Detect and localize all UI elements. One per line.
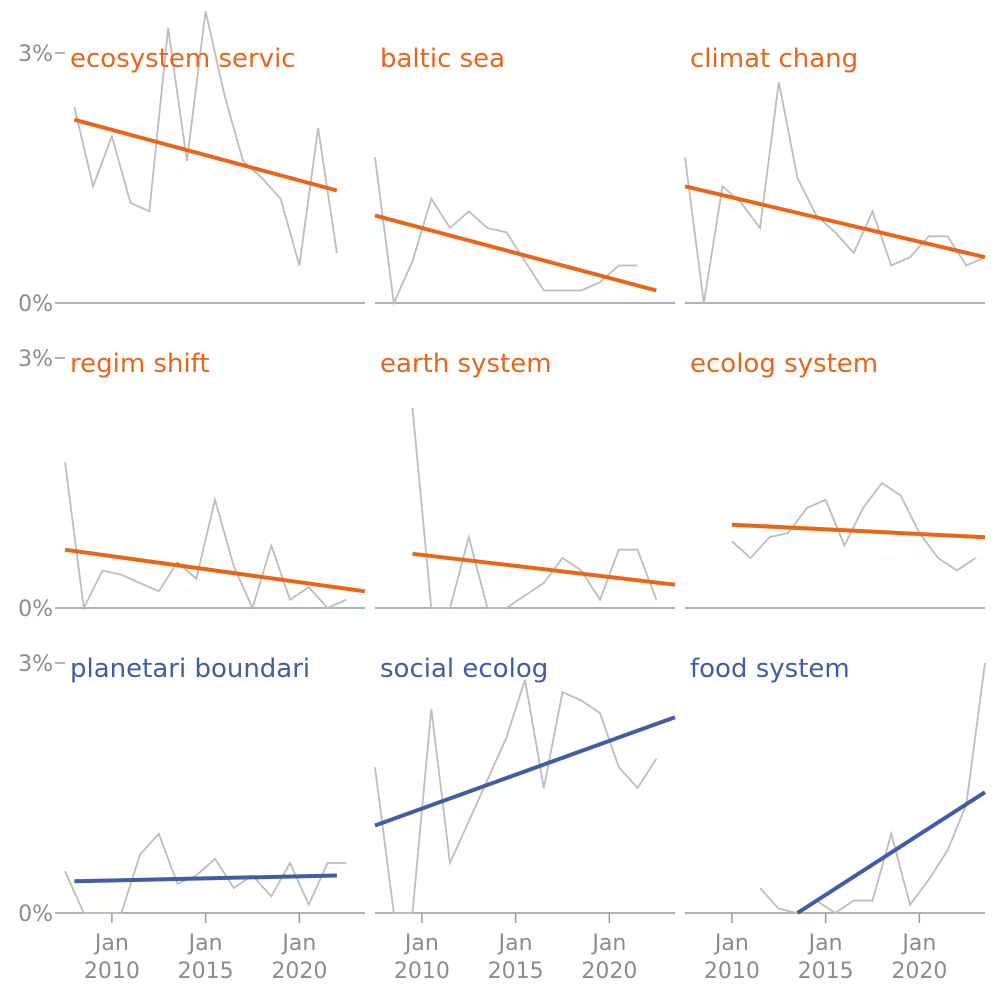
panel-6: ecolog system [685, 349, 986, 609]
x-tick-label-year: 2020 [271, 959, 327, 984]
panel-1: ecosystem servic 0% 3% [18, 11, 365, 317]
x-tick-label-month: Jan [900, 931, 936, 956]
raw-series-line [73, 11, 338, 266]
raw-series-line [64, 462, 347, 612]
trend-line [374, 213, 657, 293]
panel-title: ecolog system [690, 349, 878, 379]
x-tick-label-month: Jan [93, 931, 129, 956]
x-tick-label-month: Jan [590, 931, 626, 956]
x-tick-label-month: Jan [403, 931, 439, 956]
panel-title: climat chang [690, 44, 858, 74]
raw-series-line [374, 157, 638, 307]
raw-series-line [64, 832, 347, 914]
trend-line [74, 873, 337, 884]
x-tick-label-month: Jan [280, 931, 316, 956]
panel-title: social ecolog [380, 654, 548, 684]
raw-series-line [411, 407, 658, 609]
panel-9: food system Jan 2010 Jan 2015 Jan 2020 [685, 654, 987, 984]
x-tick-label-year: 2010 [84, 959, 140, 984]
y-tick-label: 3% [18, 347, 53, 372]
x-tick-label-year: 2020 [581, 959, 637, 984]
panel-5: earth system [375, 349, 676, 609]
trend-line [412, 551, 676, 587]
panel-title: planetari boundari [70, 654, 310, 684]
x-tick-label-month: Jan [713, 931, 749, 956]
panel-title: regim shift [70, 349, 210, 379]
panel-8: social ecolog Jan 2010 Jan 2015 Jan 2020 [374, 654, 676, 984]
trend-line [684, 184, 986, 260]
x-tick-label-month: Jan [187, 931, 223, 956]
x-tick-label-month: Jan [497, 931, 533, 956]
x-tick-label-year: 2010 [394, 959, 450, 984]
panel-title: baltic sea [380, 44, 505, 74]
y-tick-label: 0% [18, 292, 53, 317]
x-tick-label-year: 2015 [488, 959, 544, 984]
panel-4: regim shift 0% 3% [18, 347, 366, 622]
raw-series-line [731, 481, 977, 572]
y-tick-label: 0% [18, 902, 53, 927]
y-tick-label: 0% [18, 597, 53, 622]
panel-2: baltic sea [374, 44, 675, 307]
x-tick-label-year: 2010 [704, 959, 760, 984]
panel-title: food system [690, 654, 850, 684]
raw-series-line [374, 679, 658, 914]
panel-title: earth system [380, 349, 552, 379]
x-tick-label-year: 2020 [891, 959, 947, 984]
panel-7: planetari boundari 0% 3% Jan 2010 Jan 2015 Jan 2… [18, 652, 365, 984]
trend-line [73, 117, 338, 193]
trend-line [64, 547, 366, 594]
panel-3: climat chang [684, 44, 986, 304]
y-tick-label: 3% [18, 42, 53, 67]
raw-series-line [684, 82, 986, 304]
x-tick-label-month: Jan [807, 931, 843, 956]
panel-title: ecosystem servic [70, 44, 296, 74]
trend-line [374, 715, 676, 828]
trend-line [731, 522, 986, 540]
raw-series-line [759, 662, 986, 915]
y-tick-label: 3% [18, 652, 53, 677]
x-tick-label-year: 2015 [798, 959, 854, 984]
trend-line [796, 790, 987, 915]
x-tick-label-year: 2015 [178, 959, 234, 984]
